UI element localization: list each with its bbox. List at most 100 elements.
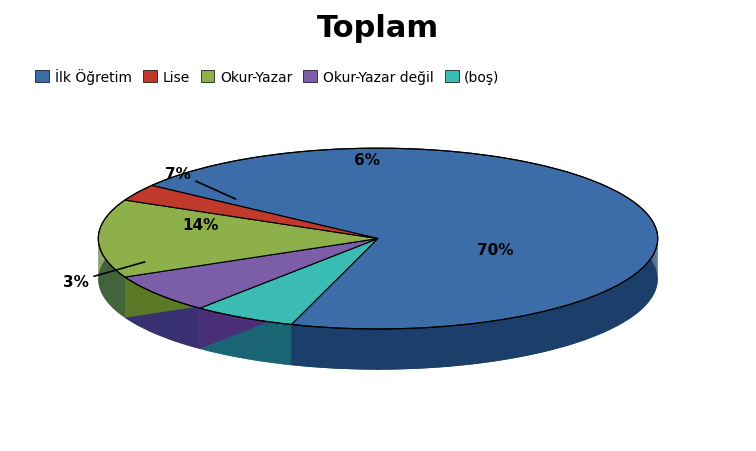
Polygon shape — [636, 273, 637, 314]
Polygon shape — [295, 325, 297, 366]
Polygon shape — [536, 313, 539, 354]
Polygon shape — [574, 303, 576, 344]
Polygon shape — [453, 326, 456, 367]
Polygon shape — [342, 328, 345, 369]
Polygon shape — [585, 299, 587, 341]
Polygon shape — [604, 291, 606, 333]
Polygon shape — [125, 186, 378, 239]
Polygon shape — [515, 317, 518, 358]
Polygon shape — [528, 314, 531, 356]
Polygon shape — [438, 327, 441, 368]
Polygon shape — [367, 329, 370, 370]
Polygon shape — [355, 329, 358, 369]
Polygon shape — [447, 326, 450, 367]
Polygon shape — [622, 282, 624, 323]
Polygon shape — [401, 329, 404, 369]
Polygon shape — [404, 329, 407, 369]
Polygon shape — [496, 320, 499, 361]
Polygon shape — [345, 329, 349, 369]
Polygon shape — [300, 326, 303, 367]
Polygon shape — [467, 324, 470, 365]
Polygon shape — [572, 304, 574, 345]
Polygon shape — [539, 312, 541, 354]
Polygon shape — [578, 301, 581, 342]
Polygon shape — [339, 328, 342, 369]
Polygon shape — [513, 318, 515, 359]
Text: Toplam: Toplam — [317, 14, 439, 42]
Polygon shape — [619, 284, 621, 325]
Polygon shape — [407, 329, 411, 369]
Polygon shape — [441, 327, 444, 368]
Polygon shape — [292, 325, 295, 366]
Polygon shape — [392, 329, 395, 370]
Polygon shape — [648, 262, 649, 303]
Polygon shape — [593, 296, 595, 337]
Polygon shape — [603, 292, 604, 333]
Polygon shape — [370, 329, 373, 370]
Polygon shape — [587, 298, 589, 340]
Polygon shape — [488, 322, 491, 363]
Polygon shape — [200, 239, 378, 349]
Polygon shape — [330, 328, 333, 368]
Polygon shape — [389, 329, 392, 370]
Polygon shape — [570, 304, 572, 345]
Polygon shape — [544, 311, 546, 352]
Polygon shape — [373, 329, 376, 370]
Polygon shape — [581, 300, 583, 342]
Polygon shape — [456, 326, 459, 366]
Polygon shape — [621, 283, 622, 324]
Text: 3%: 3% — [63, 262, 144, 290]
Polygon shape — [541, 312, 544, 353]
Polygon shape — [510, 318, 513, 359]
Polygon shape — [609, 289, 612, 330]
Polygon shape — [324, 327, 327, 368]
Polygon shape — [507, 318, 510, 359]
Polygon shape — [628, 278, 630, 320]
Polygon shape — [306, 326, 309, 367]
Polygon shape — [549, 310, 551, 351]
Polygon shape — [638, 271, 640, 313]
Polygon shape — [450, 326, 453, 367]
Polygon shape — [361, 329, 364, 370]
Polygon shape — [637, 272, 638, 313]
Polygon shape — [504, 319, 507, 360]
Polygon shape — [534, 313, 536, 354]
Polygon shape — [551, 309, 553, 350]
Polygon shape — [125, 239, 378, 308]
Polygon shape — [553, 308, 556, 350]
Polygon shape — [501, 319, 504, 360]
Polygon shape — [98, 201, 378, 277]
Polygon shape — [292, 239, 378, 365]
Polygon shape — [376, 329, 380, 370]
Polygon shape — [624, 281, 625, 322]
Polygon shape — [630, 277, 631, 319]
Polygon shape — [568, 305, 570, 346]
Polygon shape — [613, 287, 615, 328]
Polygon shape — [546, 311, 549, 352]
Polygon shape — [417, 328, 420, 369]
Polygon shape — [491, 321, 493, 362]
Polygon shape — [583, 300, 585, 341]
Polygon shape — [518, 317, 521, 358]
Polygon shape — [352, 329, 355, 369]
Polygon shape — [152, 149, 658, 329]
Polygon shape — [523, 316, 525, 357]
Polygon shape — [414, 328, 417, 369]
Text: 14%: 14% — [182, 218, 218, 233]
Polygon shape — [292, 239, 378, 365]
Polygon shape — [349, 329, 352, 369]
Polygon shape — [411, 328, 414, 369]
Polygon shape — [423, 328, 426, 368]
Polygon shape — [647, 262, 648, 304]
Polygon shape — [318, 327, 321, 368]
Polygon shape — [640, 269, 642, 311]
Polygon shape — [576, 302, 578, 343]
Polygon shape — [303, 326, 306, 367]
Polygon shape — [473, 323, 476, 364]
Polygon shape — [599, 294, 600, 335]
Text: 6%: 6% — [354, 152, 380, 168]
Polygon shape — [444, 327, 447, 367]
Polygon shape — [625, 280, 627, 322]
Polygon shape — [297, 326, 300, 366]
Polygon shape — [563, 306, 565, 347]
